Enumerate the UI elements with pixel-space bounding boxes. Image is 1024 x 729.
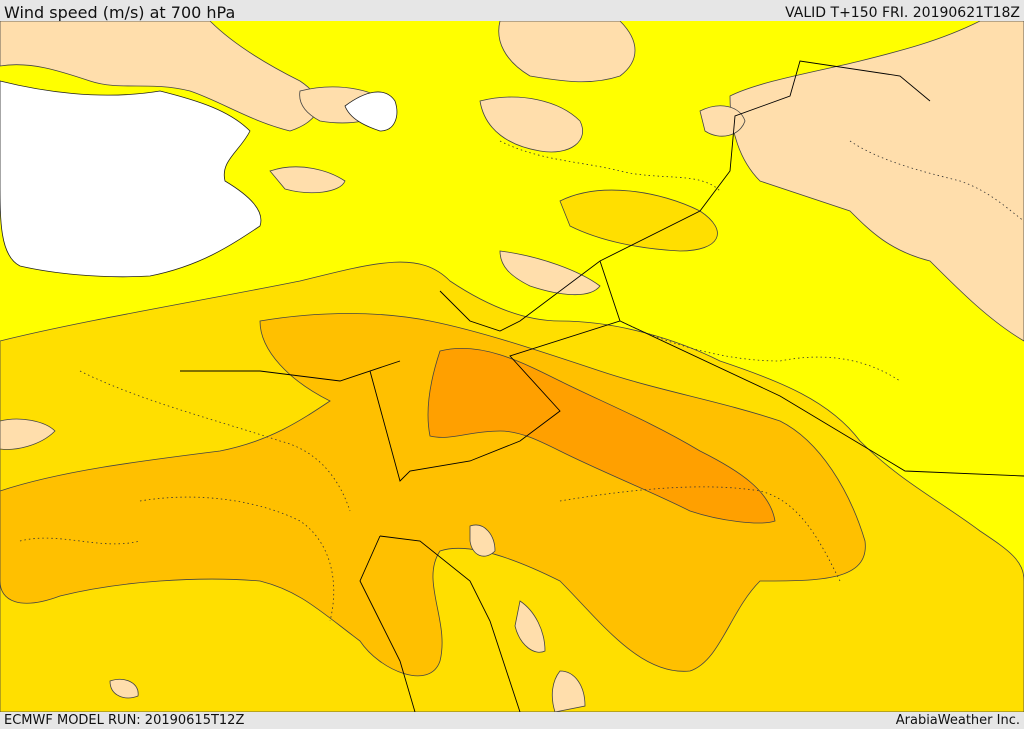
province-boundaries [19, 140, 1024, 622]
wind-band-orange [427, 347, 776, 524]
cyprus-sea-patch [344, 91, 398, 132]
footer-bar: ECMWF MODEL RUN: 20190615T12Z ArabiaWeat… [0, 712, 1024, 729]
model-run: ECMWF MODEL RUN: 20190615T12Z [4, 713, 245, 728]
mediterranean-sea [0, 80, 262, 278]
credit-label: ArabiaWeather Inc. [895, 713, 1020, 728]
wind-speed-map [0, 21, 1024, 712]
wind-band-orange-light [0, 313, 866, 677]
wind-band-gold-upper [559, 189, 718, 252]
country-borders [180, 60, 1024, 712]
header-bar: Wind speed (m/s) at 700 hPa VALID T+150 … [0, 0, 1024, 22]
map-title: Wind speed (m/s) at 700 hPa [4, 3, 236, 22]
valid-time: VALID T+150 FRI. 20190621T18Z [785, 5, 1020, 21]
